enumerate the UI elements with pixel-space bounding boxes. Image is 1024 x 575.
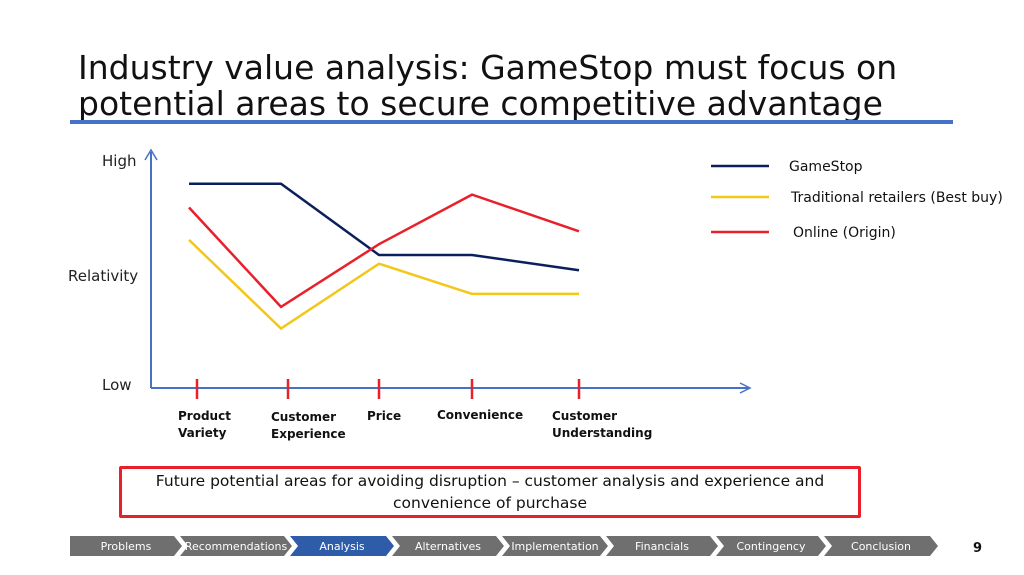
legend-label: GameStop xyxy=(789,159,863,175)
nav-step-contingency[interactable]: Contingency xyxy=(716,536,826,556)
nav-step-implementation[interactable]: Implementation xyxy=(502,536,608,556)
x-axis-category-labels: Product Variety Customer Experience Price Con… xyxy=(178,408,652,441)
y-high-label: High xyxy=(102,152,136,170)
x-tick-label-line: Product xyxy=(178,409,231,423)
nav-step-label: Contingency xyxy=(736,539,806,553)
nav-step-label: Analysis xyxy=(319,539,365,553)
x-tick-label-line: Convenience xyxy=(437,408,523,422)
nav-step-alternatives[interactable]: Alternatives xyxy=(392,536,504,556)
title-divider xyxy=(70,120,953,124)
nav-step-label: Conclusion xyxy=(851,539,911,553)
nav-step-label: Problems xyxy=(100,539,152,553)
nav-step-label: Financials xyxy=(635,539,689,553)
x-tick-label: Product Variety xyxy=(178,409,231,440)
chart-series xyxy=(188,182,580,331)
nav-step-conclusion[interactable]: Conclusion xyxy=(824,536,938,556)
nav-step-problems[interactable]: Problems xyxy=(70,536,182,556)
x-tick-label-line: Understanding xyxy=(552,426,652,440)
nav-step-financials[interactable]: Financials xyxy=(606,536,718,556)
page-title: Industry value analysis: GameStop must f… xyxy=(78,48,898,123)
nav-step-label: Recommendations xyxy=(184,539,288,553)
chart-axes xyxy=(144,148,752,394)
y-axis-arrow xyxy=(144,148,158,161)
x-tick-label-line: Variety xyxy=(178,426,227,440)
x-tick-label-line: Customer xyxy=(552,409,617,423)
x-tick-label-line: Customer xyxy=(271,410,336,424)
series-line xyxy=(189,182,580,272)
page-number: 9 xyxy=(973,541,983,556)
nav-step-label: Alternatives xyxy=(414,539,482,553)
key-takeaway-text: Future potential areas for avoiding disr… xyxy=(155,472,825,512)
chart-legend: GameStop Traditional retailers (Best buy)… xyxy=(711,159,1003,241)
y-axis-labels: High Relativity Low xyxy=(68,152,138,394)
series-line xyxy=(188,238,579,331)
section-navigation: Problems Recommendations Analysis Alternati… xyxy=(70,536,952,556)
relativity-line-chart: High Relativity Low Product Variety Custom… xyxy=(68,148,1003,441)
series-line xyxy=(188,193,580,309)
key-takeaway-box: Future potential areas for avoiding disr… xyxy=(119,466,861,518)
x-tick-label-line: Experience xyxy=(271,427,346,441)
legend-label: Online (Origin) xyxy=(793,225,896,241)
x-tick-label-line: Price xyxy=(367,409,401,423)
x-tick-label: Convenience xyxy=(437,408,523,422)
y-axis-title: Relativity xyxy=(68,267,138,285)
x-tick-label: Price xyxy=(367,409,401,423)
x-axis-ticks xyxy=(195,379,581,399)
x-tick-label: Customer Experience xyxy=(271,410,346,441)
nav-step-analysis[interactable]: Analysis xyxy=(290,536,394,556)
nav-step-label: Implementation xyxy=(511,539,599,553)
x-axis-arrow xyxy=(739,382,752,394)
y-low-label: Low xyxy=(102,376,132,394)
nav-step-recommendations[interactable]: Recommendations xyxy=(180,536,292,556)
x-tick-label: Customer Understanding xyxy=(552,409,652,440)
legend-label: Traditional retailers (Best buy) xyxy=(790,190,1003,206)
